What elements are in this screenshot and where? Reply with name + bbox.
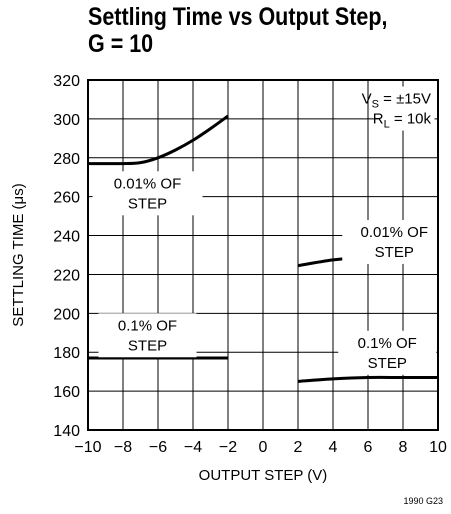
y-tick-label: 260 bbox=[53, 190, 80, 207]
conditions-text: RL = 10k bbox=[373, 111, 432, 131]
y-axis-label: SETTLING TIME (μs) bbox=[10, 183, 27, 326]
y-tick-label: 220 bbox=[53, 267, 80, 284]
x-tick-label: 4 bbox=[329, 439, 338, 456]
annotation-0.1-left-text: 0.1% OF bbox=[118, 317, 177, 334]
conditions-background bbox=[378, 86, 435, 131]
series-line bbox=[297, 375, 438, 383]
x-tick-label: −4 bbox=[184, 439, 202, 456]
x-tick-label: 6 bbox=[364, 439, 373, 456]
figure-id: 1990 G23 bbox=[403, 496, 443, 506]
annotation-0.01-right-background bbox=[342, 219, 447, 264]
x-tick-label: −2 bbox=[219, 439, 237, 456]
y-tick-label: 240 bbox=[53, 229, 80, 246]
x-tick-label: −6 bbox=[149, 439, 167, 456]
chart-title-line1: Settling Time vs Output Step, bbox=[88, 3, 388, 31]
annotation-0.1-left-background bbox=[98, 313, 197, 358]
tick-labels: −10 −8 −6 −4 −2 0 2 4 6 8 10 140 160 180 200 220 240 260 2… bbox=[53, 73, 447, 456]
x-tick-label: 2 bbox=[294, 439, 303, 456]
x-tick-label: −8 bbox=[114, 439, 132, 456]
x-tick-label: 10 bbox=[429, 439, 447, 456]
annotation-0.01-right-text: STEP bbox=[375, 244, 414, 261]
annotation-0.01-left-text: STEP bbox=[128, 195, 167, 212]
y-tick-label: 280 bbox=[53, 151, 80, 168]
y-tick-label: 140 bbox=[53, 423, 80, 440]
annotation-0.01-left-text: 0.01% OF bbox=[114, 175, 182, 192]
plot-frame bbox=[87, 79, 439, 431]
annotation-0.1-right-background bbox=[338, 330, 437, 375]
y-tick-label: 200 bbox=[53, 306, 80, 323]
annotation-0.1-left-text: STEP bbox=[128, 337, 167, 354]
x-tick-label: −10 bbox=[74, 439, 101, 456]
chart-title-line2: G = 10 bbox=[88, 30, 154, 58]
y-tick-label: 300 bbox=[53, 112, 80, 129]
y-tick-label: 160 bbox=[53, 384, 80, 401]
annotation-0.01-left-background bbox=[92, 171, 203, 216]
series-line bbox=[87, 114, 229, 166]
y-tick-label: 320 bbox=[53, 73, 80, 90]
conditions-text: VS = ±15V bbox=[362, 91, 431, 111]
y-tick-label: 180 bbox=[53, 345, 80, 362]
x-axis-label: OUTPUT STEP (V) bbox=[199, 467, 328, 484]
annotation-0.01-right-text: 0.01% OF bbox=[360, 224, 428, 241]
x-tick-label: 0 bbox=[259, 439, 268, 456]
annotation-0.1-right-text: 0.1% OF bbox=[358, 335, 417, 352]
annotation-0.1-right-text: STEP bbox=[368, 355, 407, 372]
x-tick-label: 8 bbox=[399, 439, 408, 456]
chart-title: Settling Time vs Output Step, G = 10 bbox=[88, 4, 398, 58]
